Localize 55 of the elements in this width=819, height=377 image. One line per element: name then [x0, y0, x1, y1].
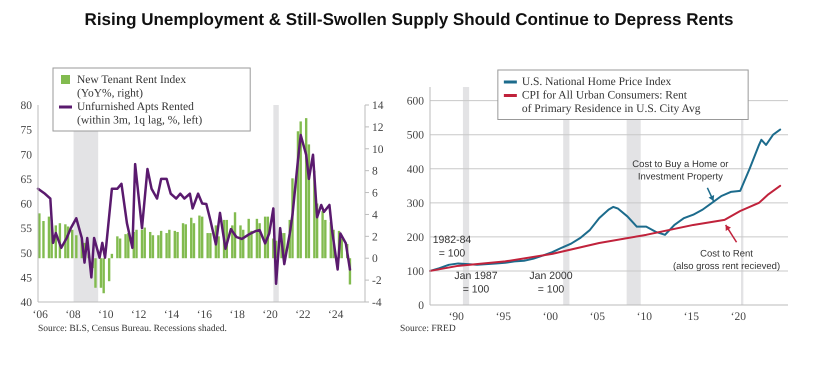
y2-tick-label: 4 — [372, 209, 378, 222]
y2-tick-label: -4 — [372, 297, 382, 309]
annotation: Jan 1987 = 100 — [454, 270, 498, 296]
y-tick-label: 65 — [20, 174, 32, 186]
annotation: 1982-84 = 100 — [432, 234, 472, 260]
x-tick-label: ‘14 — [164, 309, 180, 321]
x-tick-label: ‘20 — [730, 311, 746, 323]
y-tick-label: 0 — [418, 300, 424, 312]
x-tick-label: ‘15 — [684, 311, 700, 323]
y2-tick-label: 6 — [372, 188, 378, 200]
x-tick-label: ‘16 — [196, 309, 212, 321]
y2-tick-label: -2 — [372, 275, 382, 288]
x-tick-label: ‘90 — [448, 311, 464, 323]
source-note: Source: BLS, Census Bureau. Recessions shaded. — [38, 324, 227, 334]
y-tick-label: 40 — [20, 297, 32, 309]
y-tick-label: 55 — [20, 223, 32, 236]
legend-label: New Tenant Rent Index (YoY%, right) — [77, 74, 186, 100]
y2-tick-label: 2 — [372, 231, 378, 244]
y-tick-label: 200 — [406, 232, 424, 244]
y-tick-label: 50 — [20, 248, 32, 260]
y-tick-label: 75 — [20, 124, 32, 137]
y-tick-label: 45 — [20, 272, 32, 284]
x-tick-label: ‘10 — [636, 311, 652, 323]
legend-label: CPI for All Urban Consumers: Rent of Primary Residence in U.S. City Avg — [522, 90, 701, 115]
annotation: Cost to Buy a Home or Investment Property — [632, 158, 728, 182]
legend-label: Unfurnished Apts Rented (within 3m, 1q lag, %, left) — [77, 101, 202, 126]
y-tick-label: 500 — [406, 130, 424, 142]
x-tick-label: ‘20 — [262, 309, 278, 321]
y-tick-label: 60 — [20, 198, 32, 210]
y-tick-label: 70 — [20, 149, 32, 162]
y2-tick-label: 8 — [372, 166, 378, 178]
legend-label: U.S. National Home Price Index — [522, 76, 672, 88]
x-tick-label: ‘95 — [496, 311, 512, 323]
y-tick-label: 80 — [20, 100, 32, 112]
x-tick-label: ‘12 — [131, 309, 147, 321]
x-tick-label: ‘05 — [590, 311, 606, 323]
y2-tick-label: 14 — [372, 100, 384, 112]
y2-tick-label: 0 — [372, 253, 378, 266]
y-tick-label: 300 — [406, 198, 424, 210]
x-tick-label: ‘22 — [295, 309, 311, 321]
y2-tick-label: 12 — [372, 122, 384, 134]
x-tick-label: ‘06 — [32, 309, 48, 321]
text: Rising Unemployment & Still-Swollen Supply Should Continue to Depress Rents — [84, 10, 734, 29]
x-tick-label: ‘18 — [230, 309, 246, 321]
y-tick-label: 400 — [406, 164, 424, 176]
y-tick-label: 600 — [406, 96, 424, 108]
x-tick-label: ‘08 — [65, 309, 81, 321]
y-tick-label: 100 — [406, 266, 424, 278]
y2-tick-label: 10 — [372, 144, 384, 156]
x-tick-label: ‘00 — [542, 311, 558, 323]
annotation: Jan 2000 = 100 — [529, 270, 573, 296]
x-tick-label: ‘24 — [328, 309, 344, 321]
source-note: Source: FRED — [400, 324, 456, 334]
x-tick-label: ‘10 — [98, 309, 114, 321]
annotation: Cost to Rent (also gross rent recieved) — [672, 248, 780, 272]
